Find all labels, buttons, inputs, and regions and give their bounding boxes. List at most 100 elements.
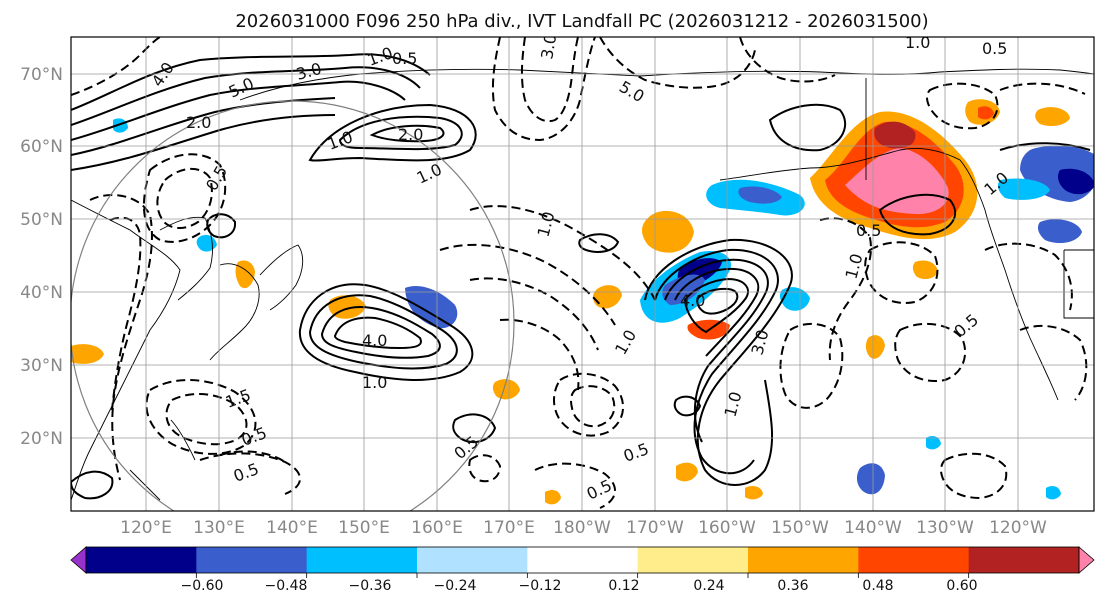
colorbar-outline [85, 546, 1080, 574]
contour-cp-4 [674, 267, 760, 357]
lon-label: 120°W [989, 518, 1047, 538]
contour-small-3 [673, 395, 702, 417]
map-frame [70, 36, 1095, 512]
contour-npac-1 [308, 103, 477, 162]
contour-small-2 [578, 233, 620, 253]
dash-n-2 [521, 37, 579, 123]
colorbar-segment [858, 547, 970, 573]
dash-sw-3 [199, 452, 301, 495]
shade-sw-pos [492, 379, 520, 400]
contour-label: 4.0 [362, 331, 387, 350]
dash-mid-2 [439, 243, 616, 326]
colorbar-tick-label: −0.48 [265, 578, 308, 594]
colorbar-extend-low [70, 546, 87, 574]
dash-sw-1 [145, 379, 257, 455]
shade-pacific-pos-outer [593, 285, 622, 309]
contour-label: 2.0 [186, 113, 211, 132]
dash-ne-2 [999, 82, 1086, 95]
contour-label: 2.0 [398, 125, 423, 144]
dash-ne-3 [984, 242, 1073, 311]
lat-label: 20°N [20, 429, 63, 449]
contour-npac-3 [369, 124, 445, 143]
lon-label: 130°W [916, 518, 974, 538]
lon-label: 170°W [626, 518, 684, 538]
lat-label: 70°N [20, 65, 63, 85]
contour-label: 0.5 [856, 221, 881, 240]
contour-nwp-4 [333, 316, 422, 350]
longitude-labels: 120°E 130°E 140°E 150°E 160°E 170°E 180°… [120, 518, 1047, 538]
dash-south-4 [468, 454, 502, 483]
dash-mid-3 [469, 277, 599, 351]
contour-small-1 [206, 213, 237, 239]
dash-se-1 [779, 322, 844, 409]
contour-nw-4 [71, 97, 336, 156]
map-background [71, 37, 1094, 511]
contour-lines [71, 37, 1091, 509]
contour-label: 3.0 [537, 32, 560, 60]
shade-se-neg2 [926, 436, 941, 450]
dash-sw-2 [165, 393, 248, 446]
contour-label: 1.0 [362, 373, 387, 392]
lon-label: 150°W [771, 518, 829, 538]
contour-nw-3 [71, 80, 406, 141]
shade-ne-pos [1035, 107, 1070, 126]
colorbar-tick-label: −0.24 [434, 578, 477, 594]
shade-japan-pos [235, 260, 255, 289]
dash-west-1 [89, 194, 153, 481]
lat-label: 60°N [20, 137, 63, 157]
map-title: 2026031000 F096 250 hPa div., IVT Landfa… [235, 11, 928, 32]
lon-label: 160°W [698, 518, 756, 538]
shade-mid-pos [912, 260, 938, 280]
shade-canada-neg3 [1037, 219, 1082, 244]
colorbar-ticks: −0.60 −0.48 −0.36 −0.24 −0.12 0.12 0.24 … [181, 578, 978, 594]
colorbar-segment [637, 547, 749, 573]
contour-nw-2 [71, 66, 421, 126]
contour-nw-1 [71, 53, 431, 111]
dash-south-1 [553, 372, 624, 437]
dash-ne-1 [926, 82, 999, 130]
dash-south-2 [570, 385, 616, 428]
dash-se-2 [864, 241, 939, 304]
shade-south-pos2 [745, 486, 763, 500]
lon-label: 140°W [844, 518, 902, 538]
lon-label: 180°W [553, 518, 611, 538]
dash-n-1 [491, 37, 596, 142]
contour-nwp-1 [298, 283, 474, 381]
dash-far-east [1019, 324, 1088, 401]
lat-label: 30°N [20, 356, 63, 376]
colorbar-tick-label: −0.36 [349, 578, 392, 594]
contour-nwp-3 [320, 306, 441, 359]
shade-south-pos1 [676, 462, 698, 482]
shade-se-neg [1046, 486, 1061, 500]
shade-kuril-neg [405, 285, 458, 329]
latitude-labels: 70°N 60°N 50°N 40°N 30°N 20°N [20, 65, 63, 449]
colorbar-tick-label: 0.60 [946, 578, 977, 594]
shade-west-pos [71, 344, 104, 364]
colorbar [70, 546, 1095, 578]
contour-cp-5 [683, 277, 749, 334]
colorbar-tick-label: 0.36 [777, 578, 808, 594]
dash-center-1 [143, 153, 227, 243]
contour-east-3 [999, 142, 1091, 151]
dash-west-2 [109, 216, 142, 411]
contour-cp-2 [654, 248, 779, 475]
contour-cp-6 [696, 287, 739, 315]
shade-south-neg [856, 463, 885, 495]
contour-label: 0.5 [982, 39, 1007, 58]
colorbar-tick-label: −0.60 [181, 578, 224, 594]
colorbar-tick-label: −0.12 [519, 578, 562, 594]
lon-label: 150°E [338, 518, 390, 538]
colorbar-segment [748, 547, 859, 573]
dash-sw-ring [219, 450, 286, 463]
colorbar-tick-label: 0.48 [862, 578, 893, 594]
shade-pacific-neg-mid [662, 274, 705, 305]
lat-label: 50°N [20, 210, 63, 230]
contour-cp-1 [644, 238, 793, 486]
dash-n-3 [599, 37, 756, 89]
lat-label: 40°N [20, 283, 63, 303]
dash-south-3 [534, 462, 616, 509]
colorbar-segment [86, 547, 197, 573]
contour-east-1 [768, 103, 847, 152]
gridlines [71, 37, 1094, 511]
